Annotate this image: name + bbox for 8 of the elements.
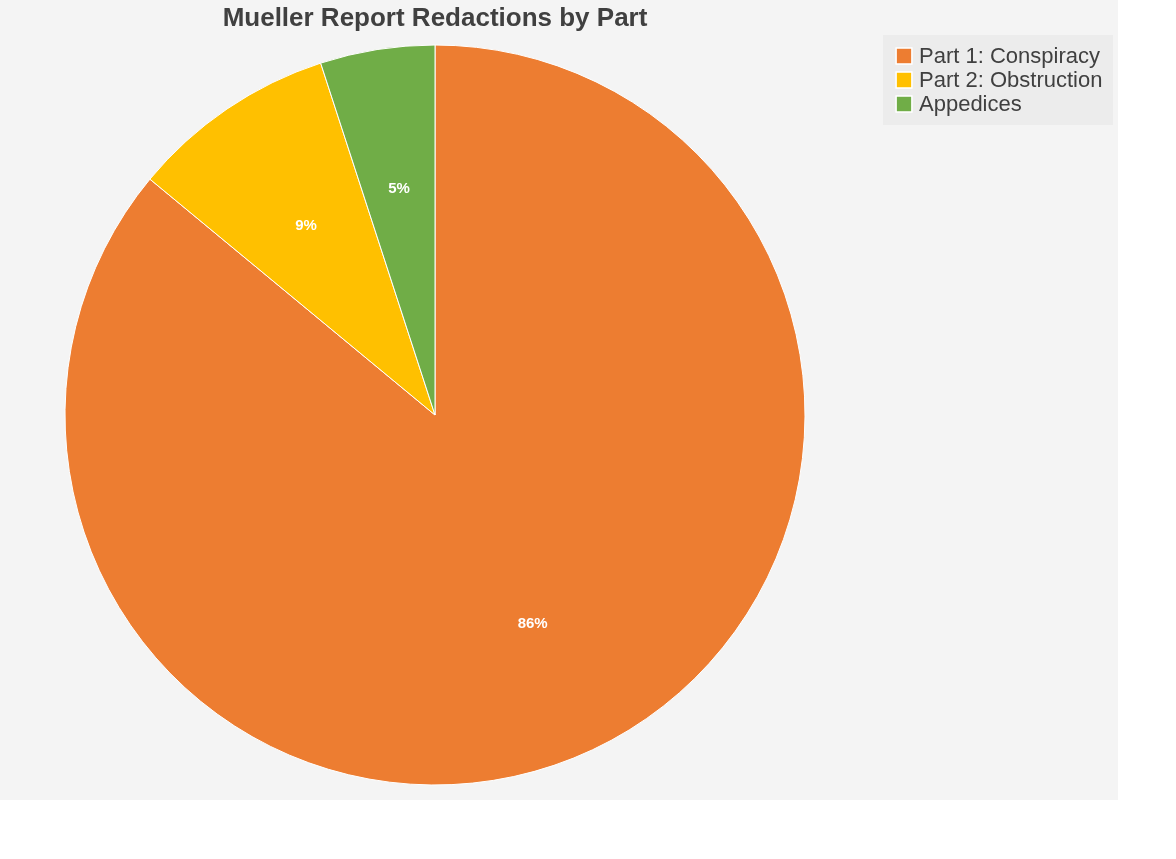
pie-slice xyxy=(64,44,806,785)
legend-label: Part 2: Obstruction xyxy=(919,67,1103,92)
data-label: 86% xyxy=(517,613,548,631)
legend-label: Part 1: Conspiracy xyxy=(919,43,1100,68)
data-label: 9% xyxy=(295,216,317,234)
data-label: 5% xyxy=(388,179,410,197)
chart-title: Mueller Report Redactions by Part xyxy=(222,2,648,32)
legend-label: Appedices xyxy=(919,91,1022,116)
